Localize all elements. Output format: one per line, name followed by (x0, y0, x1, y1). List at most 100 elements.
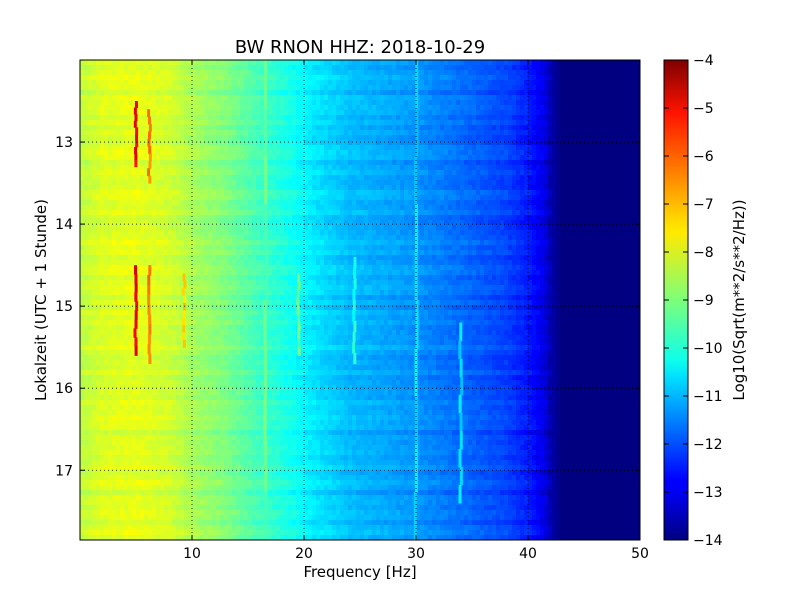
heatmap-cell (228, 535, 233, 540)
heatmap-cell (96, 425, 101, 431)
heatmap-cell (248, 400, 253, 406)
heatmap-cell (260, 520, 265, 526)
heatmap-cell (268, 65, 273, 71)
heatmap-cell (200, 240, 205, 246)
heatmap-cell (164, 470, 169, 476)
heatmap-cell (176, 350, 181, 356)
heatmap-cell (204, 230, 209, 236)
heatmap-cell (96, 365, 101, 371)
heatmap-cell (160, 335, 165, 341)
heatmap-cell (112, 180, 117, 186)
heatmap-cell (280, 390, 285, 396)
heatmap-cell (272, 180, 277, 186)
heatmap-cell (84, 60, 89, 66)
heatmap-cell (148, 395, 153, 401)
heatmap-cell (260, 165, 265, 171)
heatmap-cell (220, 360, 225, 366)
heatmap-cell (104, 60, 109, 66)
heatmap-cell (224, 490, 229, 496)
heatmap-cell (172, 370, 177, 376)
heatmap-cell (244, 440, 249, 446)
heatmap-cell (248, 150, 253, 156)
heatmap-cell (184, 165, 189, 171)
heatmap-cell (132, 230, 137, 236)
heatmap-cell (232, 225, 237, 231)
heatmap-cell (200, 470, 205, 476)
heatmap-cell (84, 260, 89, 266)
heatmap-cell (164, 340, 169, 346)
heatmap-cell (240, 355, 245, 361)
heatmap-cell (204, 145, 209, 151)
heatmap-cell (92, 325, 97, 331)
heatmap-cell (224, 465, 229, 471)
heatmap-cell (200, 460, 205, 466)
heatmap-cell (168, 95, 173, 101)
heatmap-cell (84, 210, 89, 216)
heatmap-cell (272, 150, 277, 156)
heatmap-cell (168, 250, 173, 256)
heatmap-cell (228, 230, 233, 236)
heatmap-cell (100, 110, 105, 116)
heatmap-cell (92, 70, 97, 76)
heatmap-cell (156, 500, 161, 506)
heatmap-cell (148, 225, 153, 231)
heatmap-cell (252, 435, 257, 441)
heatmap-cell (120, 485, 125, 491)
heatmap-cell (228, 490, 233, 496)
heatmap-cell (104, 260, 109, 266)
heatmap-cell (284, 320, 289, 326)
heatmap-cell (84, 435, 89, 441)
heatmap-cell (80, 175, 85, 181)
heatmap-cell (244, 85, 249, 91)
heatmap-cell (88, 325, 93, 331)
heatmap-cell (276, 530, 281, 536)
heatmap-cell (184, 530, 189, 536)
heatmap-cell (128, 115, 133, 121)
heatmap-cell (216, 240, 221, 246)
heatmap-cell (136, 390, 141, 396)
heatmap-cell (132, 290, 137, 296)
heatmap-cell (260, 305, 265, 311)
heatmap-cell (236, 435, 241, 441)
heatmap-cell (208, 370, 213, 376)
heatmap-cell (184, 430, 189, 436)
heatmap-cell (204, 135, 209, 141)
heatmap-cell (84, 105, 89, 111)
heatmap-cell (128, 360, 133, 366)
heatmap-cell (196, 220, 201, 226)
heatmap-cell (80, 410, 85, 416)
heatmap-cell (96, 420, 101, 426)
heatmap-cell (168, 360, 173, 366)
heatmap-cell (116, 275, 121, 281)
heatmap-cell (268, 475, 273, 481)
heatmap-cell (80, 180, 85, 186)
heatmap-cell (220, 195, 225, 201)
heatmap-cell (232, 165, 237, 171)
heatmap-cell (96, 170, 101, 176)
heatmap-cell (132, 95, 137, 101)
heatmap-cell (108, 535, 113, 540)
heatmap-cell (284, 170, 289, 176)
heatmap-cell (196, 490, 201, 496)
heatmap-cell (80, 510, 85, 516)
heatmap-cell (228, 165, 233, 171)
heatmap-cell (272, 260, 277, 266)
heatmap-cell (212, 245, 217, 251)
heatmap-cell (204, 410, 209, 416)
heatmap-cell (208, 425, 213, 431)
heatmap-cell (248, 190, 253, 196)
heatmap-cell (284, 440, 289, 446)
heatmap-cell (96, 460, 101, 466)
heatmap-cell (232, 395, 237, 401)
heatmap-cell (144, 425, 149, 431)
heatmap-cell (140, 325, 145, 331)
heatmap-cell (216, 390, 221, 396)
heatmap-cell (164, 415, 169, 421)
heatmap-cell (196, 500, 201, 506)
heatmap-cell (108, 95, 113, 101)
heatmap-cell (112, 105, 117, 111)
heatmap-cell (144, 535, 149, 540)
heatmap-cell (232, 70, 237, 76)
heatmap-cell (80, 365, 85, 371)
heatmap-cell (140, 210, 145, 216)
